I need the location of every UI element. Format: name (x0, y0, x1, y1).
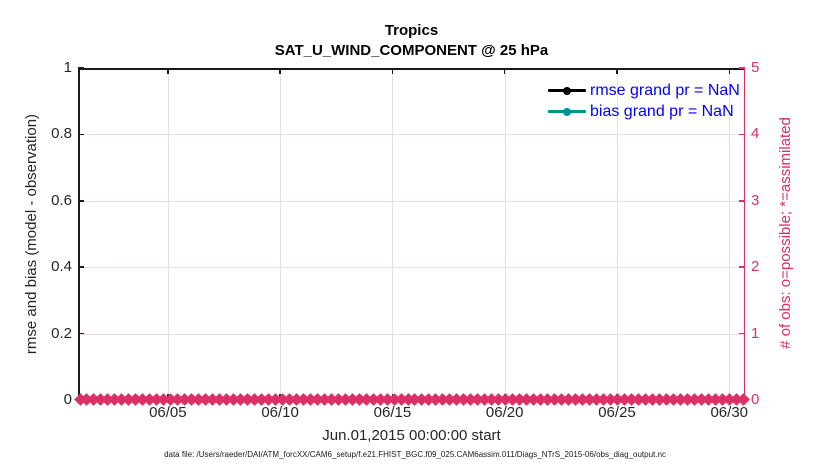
y-tick-left (78, 133, 84, 136)
y-tick-label-right: 1 (751, 324, 760, 342)
x-tick-top (279, 68, 281, 74)
y-tick-right (739, 67, 745, 69)
gridline-y (78, 267, 745, 269)
y-tick-right (739, 332, 745, 335)
x-tick-label: 06/05 (149, 404, 187, 421)
gridline-x (729, 68, 731, 400)
right-spine (743, 68, 745, 400)
x-tick-label: 06/25 (598, 404, 636, 421)
y-tick-label-right: 5 (751, 59, 760, 76)
y-tick-left (78, 67, 84, 69)
gridline-x (617, 68, 618, 400)
y-tick-right (739, 266, 745, 268)
y-tick-label-right: 3 (751, 191, 760, 209)
y-tick-left (78, 332, 84, 335)
x-tick-top (503, 68, 506, 74)
gridline-x (504, 68, 506, 400)
y-tick-right (739, 133, 745, 136)
x-tick-top (167, 68, 169, 74)
y-tick-label-left: 0.8 (51, 125, 72, 143)
y-tick-label-left: 1 (63, 59, 72, 76)
legend-marker-rmse (563, 86, 571, 95)
x-tick-label: 06/15 (373, 404, 412, 421)
legend-label-bias: bias grand pr = NaN (590, 103, 734, 120)
left-spine (78, 68, 80, 400)
y-tick-label-right: 4 (751, 125, 760, 143)
chart-subtitle: SAT_U_WIND_COMPONENT @ 25 hPa (274, 42, 549, 59)
y-tick-label-left: 0.6 (51, 191, 72, 209)
x-tick-label: 06/30 (710, 404, 749, 421)
chart-title: Tropics (384, 22, 439, 39)
x-tick-label: 06/10 (261, 404, 299, 421)
gridline-y (78, 134, 745, 136)
y-tick-label-right: 0 (751, 391, 760, 408)
x-tick-top (391, 68, 394, 74)
gridline-x (167, 68, 169, 400)
y-tick-label-left: 0.2 (51, 324, 72, 342)
y-axis-label-left: rmse and bias (model - observation) (23, 113, 40, 355)
y-tick-left (78, 266, 84, 268)
top-spine (78, 68, 745, 70)
gridline-y (78, 200, 745, 202)
y-tick-right (739, 200, 745, 202)
gridline-x (392, 68, 394, 400)
x-axis-label: Jun.01,2015 00:00:00 start (322, 427, 501, 444)
legend-label-rmse: rmse grand pr = NaN (590, 82, 740, 99)
x-tick-top (728, 68, 730, 74)
data-file-path: data file: /Users/raeder/DAI/ATM_forcXX/… (164, 450, 666, 459)
y-tick-label-right: 2 (751, 258, 760, 276)
x-tick-label: 06/20 (485, 404, 524, 421)
legend-marker-bias (563, 107, 571, 116)
gridline-y (78, 333, 745, 335)
y-tick-label-left: 0.4 (51, 258, 72, 276)
y-axis-label-right: # of obs: o=possible; *=assimilated (777, 117, 794, 349)
gridline-x (280, 68, 282, 400)
y-tick-left (78, 200, 84, 202)
y-tick-label-left: 0 (63, 391, 72, 408)
x-tick-top (616, 68, 618, 74)
